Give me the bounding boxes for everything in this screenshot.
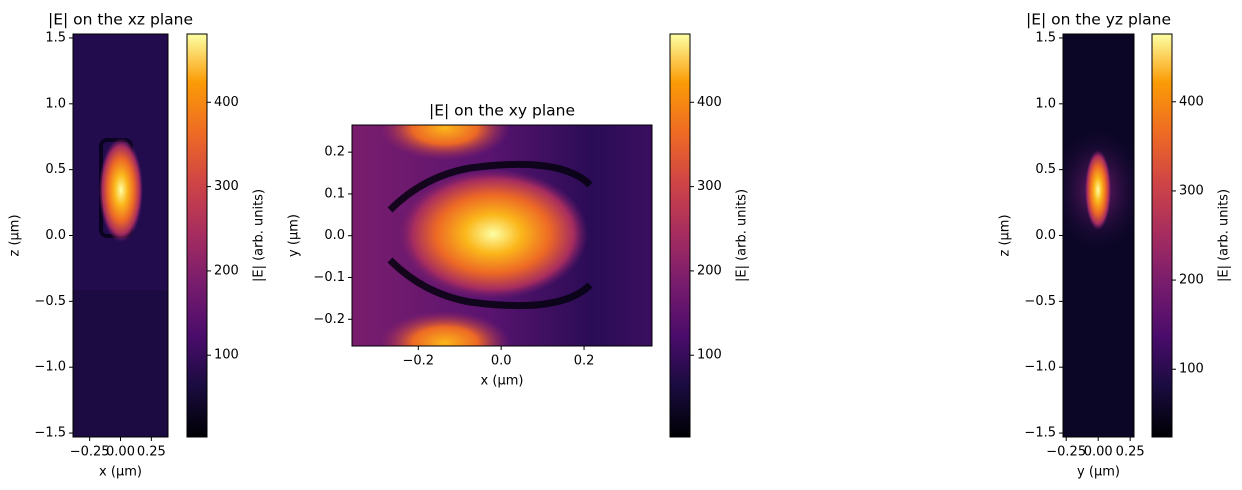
x-tick-label: 0.25 [1116, 445, 1145, 460]
y-tick-label: 1.5 [45, 30, 66, 45]
colorbar-tick-label: 100 [697, 348, 722, 363]
y-tick-label: 1.0 [45, 96, 66, 111]
heatmap-image [352, 125, 652, 346]
y-tick-label: 0.0 [45, 228, 66, 243]
y-tick-label: 0.2 [324, 145, 345, 160]
x-axis-label: x (µm) [481, 374, 524, 389]
x-tick-label: −0.25 [70, 445, 110, 460]
y-tick-label: 0.5 [1035, 162, 1056, 177]
x-tick-label: 0.0 [491, 354, 512, 369]
y-axis-label: z (µm) [8, 214, 23, 256]
x-tick-label: 0.2 [574, 354, 595, 369]
colorbar-tick-label: 100 [214, 348, 239, 363]
y-tick-label: 0.0 [1035, 228, 1056, 243]
y-axis-label: z (µm) [998, 214, 1013, 256]
colorbar-tick-label: 400 [697, 95, 722, 110]
y-tick-label: 0.5 [45, 162, 66, 177]
colorbar-label: |E| (arb. units) [1217, 189, 1232, 282]
colorbar-tick-label: 100 [1179, 362, 1204, 377]
y-tick-label: −1.5 [1024, 426, 1056, 441]
colorbar [669, 33, 691, 438]
title: |E| on the yz plane [1026, 11, 1171, 29]
heatmap-image [73, 34, 168, 437]
y-tick-label: −0.1 [313, 270, 345, 285]
colorbar-label: |E| (arb. units) [252, 189, 267, 282]
colorbar-tick-label: 200 [1179, 273, 1204, 288]
x-tick-label: −0.2 [403, 354, 435, 369]
y-tick-label: 0.1 [324, 186, 345, 201]
y-tick-label: −1.0 [34, 360, 66, 375]
colorbar-tick-label: 200 [697, 263, 722, 278]
title: |E| on the xy plane [429, 102, 575, 120]
x-tick-label: 0.00 [1084, 445, 1113, 460]
x-axis-label: x (µm) [99, 465, 142, 480]
y-tick-label: 1.0 [1035, 96, 1056, 111]
colorbar [1151, 33, 1173, 438]
y-tick-label: −1.5 [34, 426, 66, 441]
x-tick-label: −0.25 [1046, 445, 1086, 460]
colorbar-tick-label: 300 [697, 179, 722, 194]
x-axis-label: y (µm) [1077, 465, 1120, 480]
x-tick-label: 0.00 [106, 445, 135, 460]
y-tick-label: 1.5 [1035, 30, 1056, 45]
colorbar-tick-label: 200 [214, 263, 239, 278]
x-tick-label: 0.25 [137, 445, 166, 460]
y-axis-label: y (µm) [287, 214, 302, 257]
colorbar-tick-label: 400 [1179, 94, 1204, 109]
y-tick-label: 0.0 [324, 228, 345, 243]
y-tick-label: −0.2 [313, 312, 345, 327]
title: |E| on the xz plane [48, 11, 193, 29]
colorbar-tick-label: 400 [214, 95, 239, 110]
y-tick-label: −1.0 [1024, 360, 1056, 375]
y-tick-label: −0.5 [1024, 294, 1056, 309]
colorbar-label: |E| (arb. units) [735, 189, 750, 282]
y-tick-label: −0.5 [34, 294, 66, 309]
colorbar-tick-label: 300 [1179, 183, 1204, 198]
heatmap-image [1063, 34, 1134, 437]
colorbar [186, 33, 208, 438]
colorbar-tick-label: 300 [214, 179, 239, 194]
